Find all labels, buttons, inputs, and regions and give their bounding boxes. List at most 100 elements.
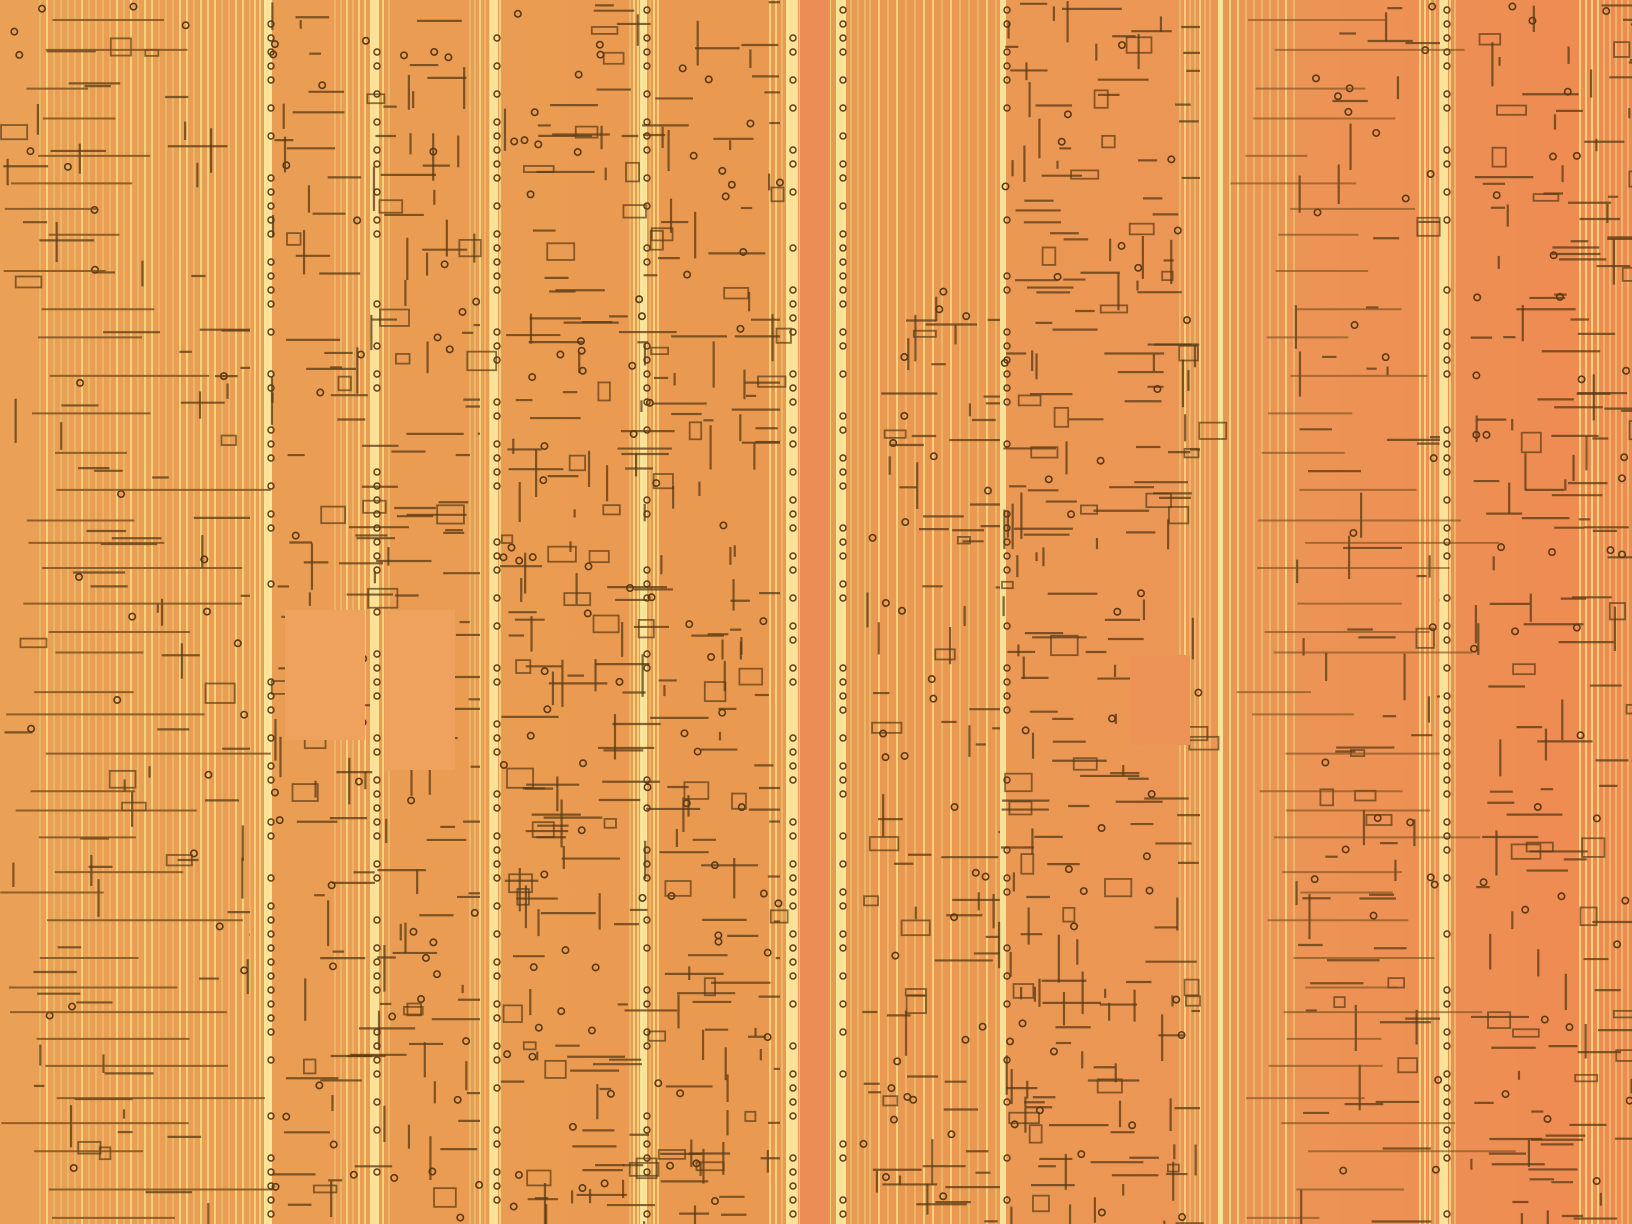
power-bus [1218, 0, 1223, 1224]
via [373, 48, 381, 56]
via [839, 412, 847, 420]
via [493, 1168, 501, 1176]
via [1003, 678, 1011, 686]
via [839, 230, 847, 238]
via [409, 927, 418, 936]
via [493, 62, 501, 70]
via [1373, 814, 1382, 823]
cell [1608, 602, 1626, 621]
via [493, 902, 501, 910]
cell [628, 1161, 660, 1177]
via [789, 468, 797, 476]
via [1167, 155, 1176, 164]
via [643, 1112, 651, 1120]
cell [1183, 978, 1200, 997]
via [775, 178, 784, 187]
via [583, 609, 592, 618]
via [643, 1140, 651, 1148]
via [643, 1154, 651, 1162]
via [839, 468, 847, 476]
via [643, 132, 651, 140]
via [267, 874, 275, 882]
via [493, 1042, 501, 1050]
via [789, 1154, 797, 1162]
via [267, 986, 275, 994]
via [789, 1168, 797, 1176]
via [1443, 762, 1451, 770]
via [763, 948, 772, 957]
via [1443, 1070, 1451, 1078]
via [839, 20, 847, 28]
via [373, 608, 381, 616]
cell [1080, 504, 1099, 515]
via [349, 1170, 358, 1179]
via [373, 342, 381, 350]
via [710, 1197, 719, 1206]
cell [1185, 995, 1201, 1007]
cell [367, 587, 399, 609]
via [1617, 474, 1626, 483]
cell [1178, 344, 1199, 362]
via [789, 734, 797, 742]
cell [1319, 788, 1334, 807]
cell [14, 275, 43, 289]
via [1321, 758, 1330, 767]
via [1443, 846, 1451, 854]
via [373, 468, 381, 476]
via [1443, 188, 1451, 196]
via [1428, 2, 1437, 11]
via [202, 607, 211, 616]
via [897, 606, 906, 615]
via [1443, 930, 1451, 938]
via [789, 664, 797, 672]
via [1381, 353, 1390, 362]
cell [1574, 1073, 1599, 1083]
cell [574, 125, 599, 139]
via [328, 962, 337, 971]
via [839, 34, 847, 42]
via [643, 384, 651, 392]
via [267, 1014, 275, 1022]
via [1443, 594, 1451, 602]
via [643, 916, 651, 924]
via [606, 1089, 615, 1098]
via [1479, 878, 1488, 887]
via [643, 496, 651, 504]
via [267, 524, 275, 532]
via [267, 384, 275, 392]
cell [1415, 627, 1435, 649]
via [493, 90, 501, 98]
via [1003, 706, 1011, 714]
via [1003, 538, 1011, 546]
via [1097, 1208, 1106, 1217]
via [240, 710, 249, 719]
via [267, 1000, 275, 1008]
via [470, 908, 479, 917]
via [1429, 454, 1438, 463]
via [666, 1161, 675, 1170]
via [267, 482, 275, 490]
via [1508, 2, 1517, 11]
via [493, 972, 501, 980]
via [493, 804, 501, 812]
via [361, 36, 370, 45]
via [63, 162, 72, 171]
via [971, 868, 980, 877]
via [577, 826, 586, 835]
via [568, 1122, 577, 1131]
via [1548, 152, 1557, 161]
via [839, 664, 847, 672]
via [789, 1084, 797, 1092]
via [534, 1023, 543, 1032]
via [507, 543, 516, 552]
cell [1168, 506, 1190, 525]
via [561, 946, 570, 955]
cell [603, 818, 617, 829]
via [676, 1089, 685, 1098]
via [1592, 1176, 1601, 1185]
cell [526, 1169, 552, 1187]
via [1511, 627, 1520, 636]
via [643, 356, 651, 364]
via [267, 440, 275, 448]
